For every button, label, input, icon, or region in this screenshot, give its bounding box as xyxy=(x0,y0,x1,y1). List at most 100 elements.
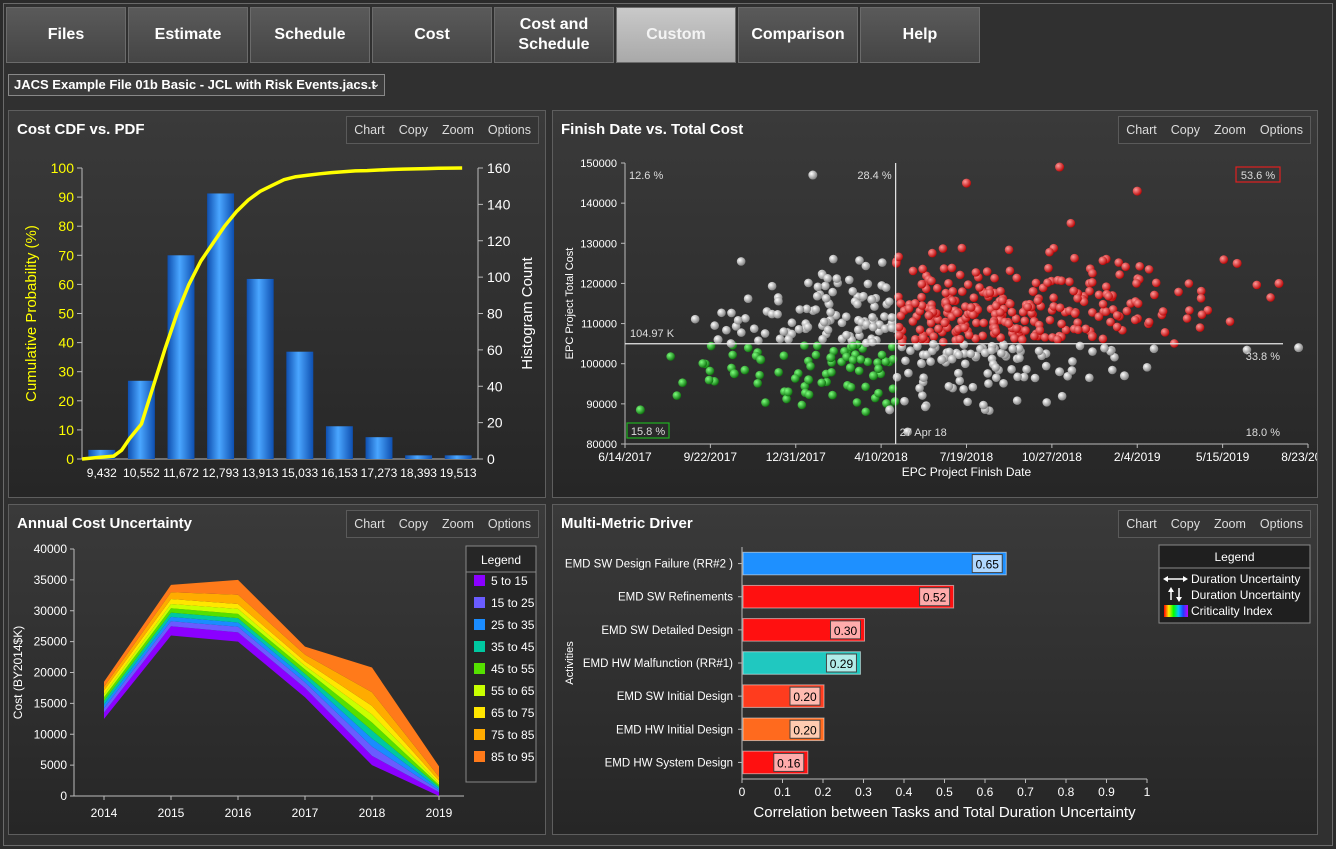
chart-button[interactable]: Chart xyxy=(1126,123,1157,137)
scatter-point-green xyxy=(856,355,866,364)
scatter-point-gray xyxy=(920,402,930,412)
tab-custom[interactable]: Custom xyxy=(616,7,736,63)
scatter-point-red xyxy=(985,288,995,298)
scatter-point-red xyxy=(1133,299,1143,308)
scatter-point-gray xyxy=(880,324,890,334)
tab-comparison[interactable]: Comparison xyxy=(738,7,858,63)
tab-cost-and-schedule[interactable]: Cost and Schedule xyxy=(494,7,614,63)
y-tick-label: 140000 xyxy=(580,198,617,210)
scatter-point-red xyxy=(1011,314,1021,323)
copy-button[interactable]: Copy xyxy=(398,517,428,531)
y2-tick-label: 0 xyxy=(487,451,495,467)
value-label-box xyxy=(919,587,951,607)
panel-title: Finish Date vs. Total Cost xyxy=(561,121,744,138)
y-tick-label: 80000 xyxy=(586,439,617,451)
zoom-button[interactable]: Zoom xyxy=(441,517,474,531)
x-tick-label: 15,033 xyxy=(281,466,318,480)
value-label: 0.65 xyxy=(976,558,1000,572)
scatter-point-red xyxy=(964,330,974,340)
y-tick-label: 25000 xyxy=(34,635,68,649)
chart-button[interactable]: Chart xyxy=(1126,517,1157,531)
copy-button[interactable]: Copy xyxy=(1170,517,1200,531)
tab-schedule[interactable]: Schedule xyxy=(250,7,370,63)
scatter-point-gray xyxy=(915,383,924,393)
scatter-point-gray xyxy=(900,396,909,406)
x-tick-label: 0.8 xyxy=(1058,785,1075,799)
scatter-point-gray xyxy=(767,281,777,291)
legend-label: 5 to 15 xyxy=(491,574,528,588)
chart-button[interactable]: Chart xyxy=(354,123,385,137)
zoom-button[interactable]: Zoom xyxy=(1213,517,1246,531)
legend-label: 35 to 45 xyxy=(491,640,535,654)
file-selector-value: JACS Example File 01b Basic - JCL with R… xyxy=(14,77,376,92)
scatter-point-red xyxy=(1115,270,1124,279)
x-tick-label: 18,393 xyxy=(400,466,437,480)
scatter-point-red xyxy=(1088,268,1097,278)
scatter-point-red xyxy=(1203,305,1213,315)
scatter-point-gray xyxy=(1068,357,1077,366)
scatter-point-red xyxy=(1073,294,1082,303)
scatter-point-gray xyxy=(999,341,1008,350)
value-label: 0.52 xyxy=(923,591,947,605)
panel-toolbar: Chart Copy Zoom Options xyxy=(1118,510,1311,538)
scatter-point-gray xyxy=(829,254,838,264)
chevron-down-icon[interactable]: ⌄ xyxy=(371,79,380,90)
scatter-point-green xyxy=(826,353,836,363)
tab-help[interactable]: Help xyxy=(860,7,980,63)
quadrant-top-left-pct: 12.6 % xyxy=(629,170,663,182)
copy-button[interactable]: Copy xyxy=(398,123,428,137)
scatter-point-red xyxy=(1121,262,1130,272)
scatter-point-red xyxy=(1030,331,1039,341)
scatter-point-red xyxy=(924,311,934,321)
options-button[interactable]: Options xyxy=(1259,123,1303,137)
top-right-highlight-box xyxy=(1235,166,1281,183)
zoom-button[interactable]: Zoom xyxy=(1213,123,1246,137)
scatter-point-gray xyxy=(784,335,793,344)
options-button[interactable]: Options xyxy=(487,517,531,531)
scatter-point-red xyxy=(934,324,943,333)
copy-button[interactable]: Copy xyxy=(1170,123,1200,137)
scatter-point-red xyxy=(918,264,927,274)
y2-tick-label: 160 xyxy=(487,160,511,176)
quadrant-right-mid-pct: 33.8 % xyxy=(1246,351,1280,363)
y2-tick-label: 80 xyxy=(487,306,503,322)
scatter-point-red xyxy=(1070,253,1079,263)
file-selector[interactable]: JACS Example File 01b Basic - JCL with R… xyxy=(8,74,385,96)
scatter-point-gray xyxy=(918,391,927,400)
tab-estimate[interactable]: Estimate xyxy=(128,7,248,63)
scatter-point-red xyxy=(1057,319,1066,329)
x-tick-label: 12,793 xyxy=(202,466,239,480)
x-tick-label: 0.5 xyxy=(936,785,953,799)
histogram-bar xyxy=(167,255,195,459)
panel-toolbar: Chart Copy Zoom Options xyxy=(346,116,539,144)
scatter-point-gray xyxy=(733,315,743,325)
scatter-point-green xyxy=(756,355,766,365)
scatter-point-red xyxy=(1073,325,1083,335)
scatter-point-gray xyxy=(743,294,753,303)
legend-title: Legend xyxy=(1214,550,1254,564)
scatter-point-red xyxy=(1108,305,1118,314)
scatter-point-red xyxy=(917,279,927,289)
driver-legend: Legend Duration Uncertainty Duration Uncer… xyxy=(1158,544,1311,624)
scatter-point-red xyxy=(1020,316,1030,326)
options-button[interactable]: Options xyxy=(1259,517,1303,531)
scatter-point-gray xyxy=(1008,344,1018,354)
options-button[interactable]: Options xyxy=(487,123,531,137)
scatter-point-green xyxy=(800,341,809,350)
zoom-button[interactable]: Zoom xyxy=(441,123,474,137)
scatter-point-red xyxy=(960,323,969,333)
scatter-point-red xyxy=(1010,334,1019,343)
scatter-point-red xyxy=(990,273,999,283)
scatter-point-red xyxy=(969,293,979,302)
tab-files[interactable]: Files xyxy=(6,7,126,63)
y-tick-label: 40000 xyxy=(34,542,68,556)
chart-button[interactable]: Chart xyxy=(354,517,385,531)
scatter-point-gray xyxy=(959,384,968,394)
scatter-point-gray xyxy=(954,350,964,360)
legend-title: Legend xyxy=(481,553,521,567)
y-axis-title: Cumulative Probability (%) xyxy=(23,225,40,402)
activity-label: EMD SW Detailed Design xyxy=(601,625,733,637)
scatter-point-red xyxy=(1087,332,1097,342)
tab-cost[interactable]: Cost xyxy=(372,7,492,63)
scatter-point-gray xyxy=(787,318,797,328)
